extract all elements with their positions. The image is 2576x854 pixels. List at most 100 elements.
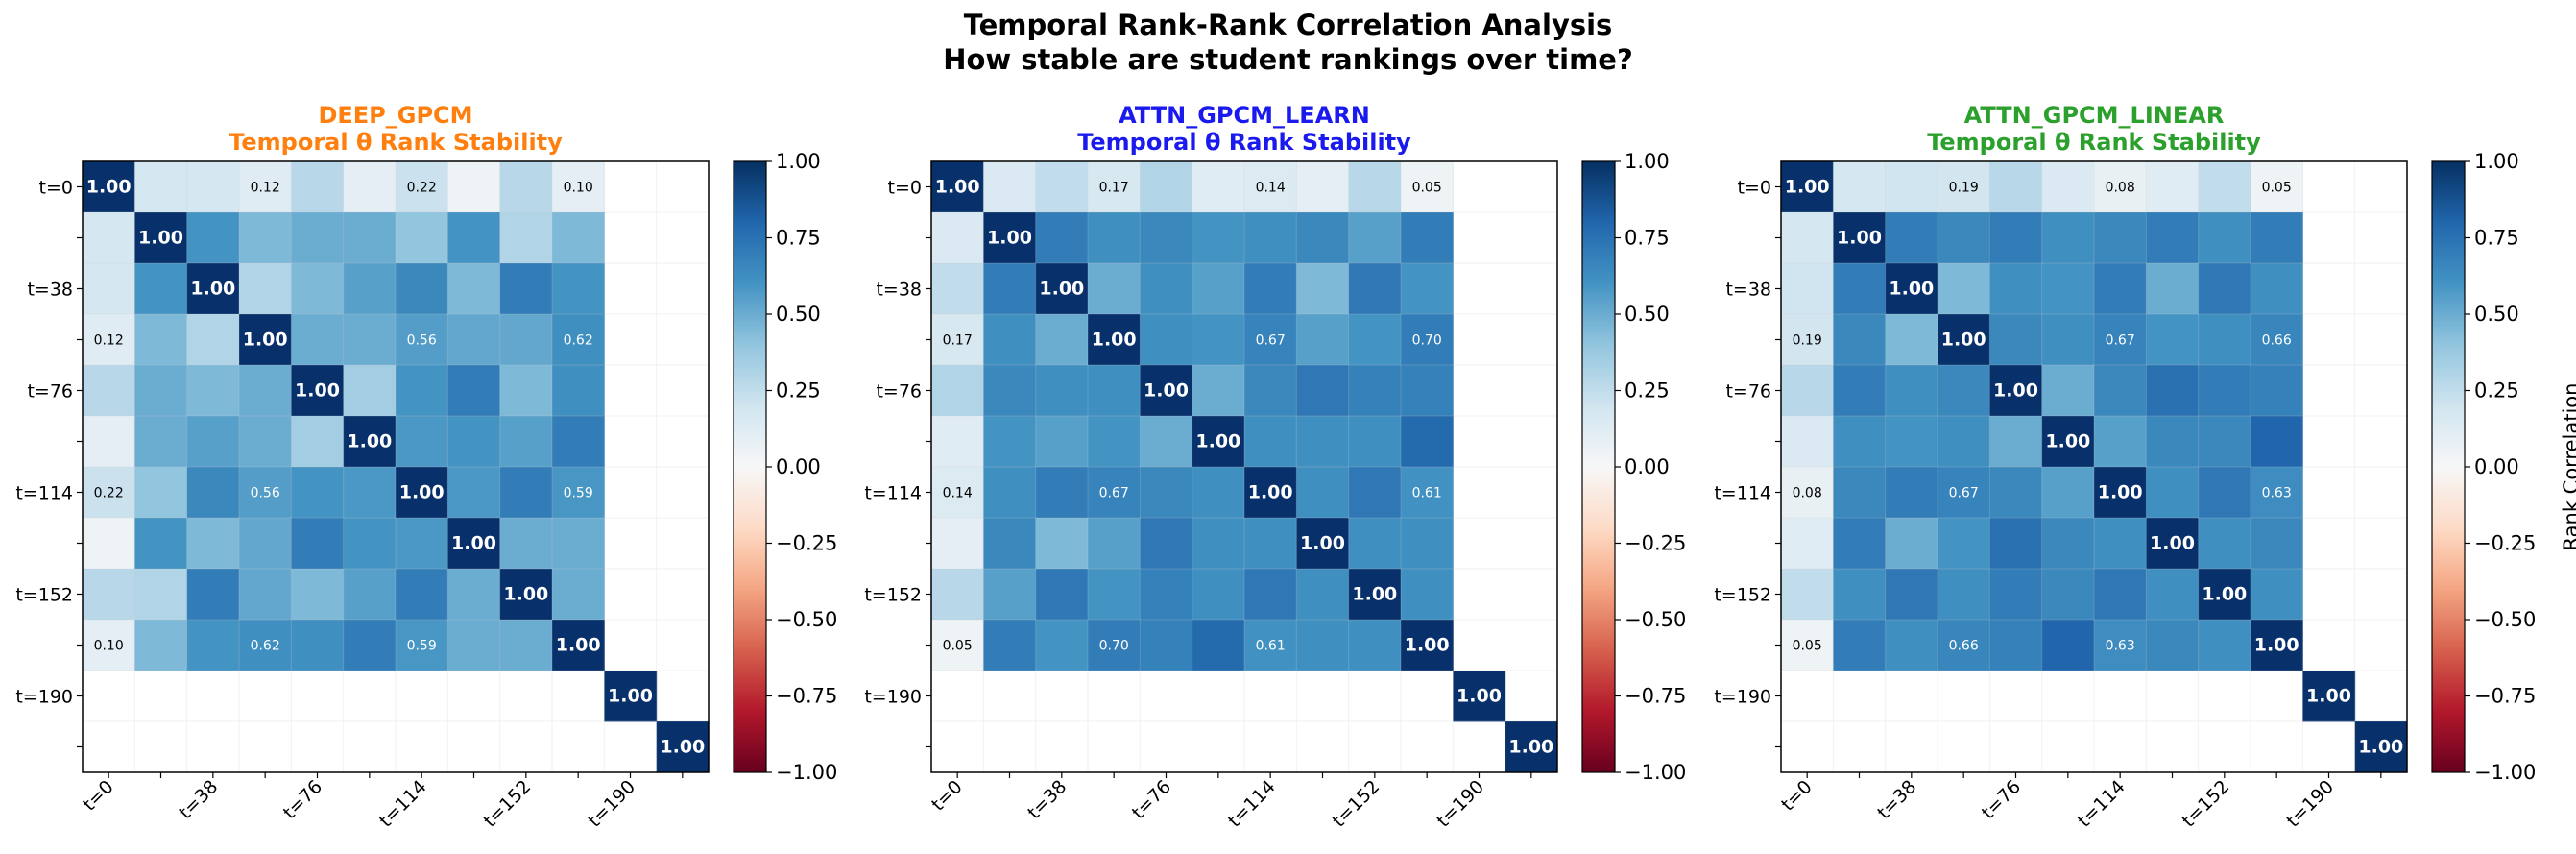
- heatmap-cell: [2198, 314, 2251, 366]
- heatmap-cell: [1885, 416, 1938, 468]
- heatmap-cell: [983, 620, 1037, 671]
- heatmap-cell: [1192, 314, 1245, 366]
- colorbar-tick-label: −0.25: [2474, 532, 2536, 555]
- cell-value-label: 1.00: [1092, 329, 1137, 351]
- colorbar-tick-label: −1.00: [776, 761, 837, 784]
- heatmap-cell: [931, 161, 984, 213]
- heatmap-cell: [1296, 314, 1350, 366]
- colorbar-tick-label: −1.00: [2474, 761, 2536, 784]
- colorbar-tick-label: −0.75: [2474, 685, 2536, 708]
- heatmap-cell: [2251, 620, 2303, 671]
- heatmap-cell: [1088, 467, 1141, 519]
- heatmap-cell: [1088, 620, 1141, 671]
- cell-value-label: 1.00: [556, 635, 601, 656]
- heatmap-cell: [396, 263, 448, 315]
- heatmap-cell: [83, 416, 135, 468]
- cell-value-label: 0.62: [564, 333, 593, 349]
- heatmap-cell: [1348, 161, 1402, 213]
- heatmap-cell: [2094, 365, 2147, 417]
- x-tick-label: t=38: [1873, 776, 1920, 823]
- heatmap-cell: [2146, 518, 2200, 570]
- x-tick-label: t=114: [2074, 776, 2130, 832]
- heatmap-cell: [186, 212, 240, 264]
- cell-value-label: 1.00: [660, 737, 705, 758]
- heatmap-cell: [983, 518, 1037, 570]
- heatmap-cell: [2041, 416, 2095, 468]
- cell-value-label: 0.62: [251, 639, 280, 654]
- cell-value-label: 1.00: [1195, 431, 1240, 452]
- x-tick-label: t=190: [584, 776, 639, 832]
- heatmap-cell: [447, 161, 501, 213]
- cell-value-label: 0.59: [407, 639, 437, 654]
- heatmap-cell: [1401, 518, 1454, 570]
- heatmap-cell: [83, 161, 135, 213]
- heatmap-cell: [2251, 212, 2303, 264]
- heatmap-cell: [2094, 569, 2147, 621]
- heatmap-cell: [1885, 365, 1938, 417]
- heatmap-cell: [1989, 518, 2043, 570]
- heatmap-cell: [396, 212, 448, 264]
- heatmap-cell: [2198, 365, 2251, 417]
- heatmap-cell: [1244, 518, 1297, 570]
- heatmap-cell: [2251, 161, 2303, 213]
- heatmap-cell: [83, 569, 135, 621]
- y-tick-label: t=76: [1725, 381, 1771, 403]
- cell-value-label: 1.00: [2098, 482, 2143, 503]
- heatmap-cell: [1348, 314, 1402, 366]
- heatmap-cell: [83, 467, 135, 519]
- figure-title-line1: Temporal Rank-Rank Correlation Analysis: [963, 9, 1613, 41]
- colorbar-tick-label: 0.50: [776, 303, 821, 326]
- heatmap-cell: [1833, 314, 1887, 366]
- cell-value-label: 0.22: [407, 181, 437, 196]
- colorbar: [1582, 161, 1615, 772]
- colorbar-tick-label: 0.25: [1625, 379, 1670, 403]
- cell-value-label: 1.00: [1352, 584, 1397, 605]
- x-tick-label: t=76: [1978, 776, 2025, 823]
- cell-value-label: 0.63: [2106, 639, 2135, 654]
- y-tick-label: t=0: [888, 178, 922, 199]
- heatmap-cell: [656, 721, 710, 773]
- heatmap-cell: [1348, 620, 1402, 671]
- colorbar-tick-label: −0.75: [776, 685, 837, 708]
- heatmap-cell: [1140, 365, 1193, 417]
- cell-value-label: 0.08: [1793, 486, 1822, 501]
- heatmap-cell: [1938, 467, 1990, 519]
- heatmap-cell: [447, 467, 501, 519]
- heatmap-cell: [1401, 314, 1454, 366]
- heatmap-cell: [2094, 161, 2147, 213]
- heatmap-cell: [2041, 365, 2095, 417]
- heatmap-cell: [931, 212, 984, 264]
- y-tick-label: t=0: [39, 178, 73, 199]
- colorbar-tick-label: −0.25: [1625, 532, 1686, 555]
- cell-value-label: 1.00: [935, 177, 980, 198]
- cell-value-label: 0.08: [2106, 181, 2135, 196]
- heatmap-cell: [186, 314, 240, 366]
- heatmap-cell: [552, 416, 605, 468]
- heatmap-cell: [1296, 161, 1350, 213]
- cell-value-label: 0.10: [564, 181, 593, 196]
- heatmap-cell: [1885, 314, 1938, 366]
- x-tick-label: t=114: [1224, 776, 1280, 832]
- heatmap-cell: [343, 212, 397, 264]
- heatmap-cell: [2041, 212, 2095, 264]
- cell-value-label: 0.66: [2262, 333, 2292, 349]
- heatmap-cell: [1885, 467, 1938, 519]
- heatmap-cell: [2146, 263, 2200, 315]
- cell-value-label: 0.05: [2262, 181, 2292, 196]
- cell-value-label: 0.56: [407, 333, 437, 349]
- heatmap-cell: [983, 161, 1037, 213]
- heatmap-cell: [1938, 212, 1990, 264]
- cell-value-label: 1.00: [1144, 380, 1189, 402]
- cell-value-label: 1.00: [1248, 482, 1293, 503]
- heatmap-cell: [1296, 416, 1350, 468]
- panel-title: DEEP_GPCM: [318, 102, 472, 129]
- heatmap-cell: [186, 416, 240, 468]
- heatmap-cell: [239, 518, 292, 570]
- heatmap-cell: [2041, 467, 2095, 519]
- cell-value-label: 1.00: [243, 329, 288, 351]
- heatmap-cell: [1833, 263, 1887, 315]
- heatmap-cell: [1192, 518, 1245, 570]
- heatmap-cell: [1088, 212, 1141, 264]
- heatmap-cell: [1088, 416, 1141, 468]
